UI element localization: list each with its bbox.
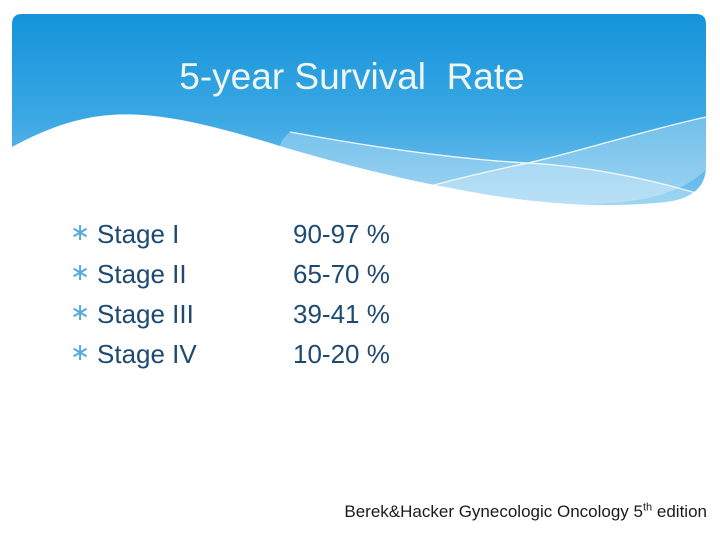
citation-suffix: edition (652, 502, 707, 521)
stage-label: Stage III (97, 299, 194, 329)
wave-line-lower (415, 116, 706, 191)
asterisk-bullet-icon: ∗ (70, 259, 91, 286)
list-item: ∗ Stage III 39-41 % (0, 294, 720, 334)
wave-overlay-band-1 (280, 132, 696, 205)
stage-label: Stage II (97, 259, 187, 289)
asterisk-bullet-icon: ∗ (70, 219, 91, 246)
list-item: ∗ Stage II 65-70 % (0, 254, 720, 294)
survival-value: 90-97 % (293, 219, 390, 249)
stage-label: Stage IV (97, 339, 197, 369)
list-item: ∗ Stage IV 10-20 % (0, 334, 720, 374)
survival-value: 39-41 % (293, 299, 390, 329)
survival-rate-list: ∗ Stage I 90-97 % ∗ Stage II 65-70 % ∗ S… (0, 214, 720, 374)
wave-base-shape (12, 14, 706, 205)
page-title: 5-year Survival Rate (179, 56, 525, 97)
list-item: ∗ Stage I 90-97 % (0, 214, 720, 254)
survival-value: 65-70 % (293, 259, 390, 289)
stage-label: Stage I (97, 219, 180, 249)
citation-prefix: Berek&Hacker Gynecologic Oncology 5 (344, 502, 643, 521)
asterisk-bullet-icon: ∗ (70, 339, 91, 366)
citation-text: Berek&Hacker Gynecologic Oncology 5th ed… (344, 502, 707, 522)
wave-overlay-band-2 (416, 117, 706, 204)
wave-banner-svg (12, 14, 706, 205)
header-wave-graphic (12, 14, 706, 208)
survival-value: 10-20 % (293, 339, 390, 369)
asterisk-bullet-icon: ∗ (70, 299, 91, 326)
citation-superscript: th (642, 501, 653, 514)
